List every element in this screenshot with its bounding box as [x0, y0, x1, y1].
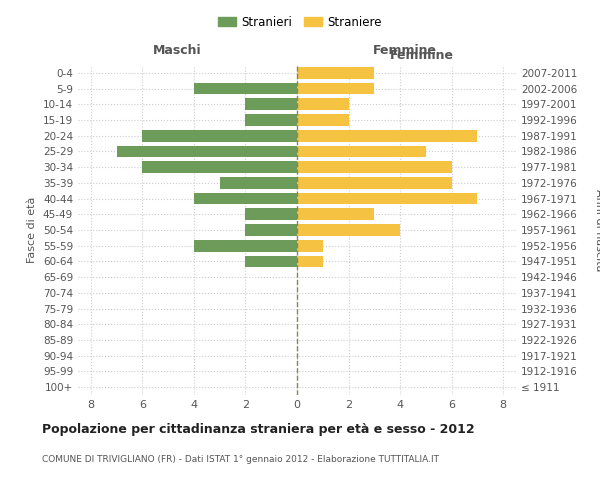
- Bar: [297, 162, 452, 173]
- Bar: [194, 82, 297, 94]
- Text: COMUNE DI TRIVIGLIANO (FR) - Dati ISTAT 1° gennaio 2012 - Elaborazione TUTTITALI: COMUNE DI TRIVIGLIANO (FR) - Dati ISTAT …: [42, 455, 439, 464]
- Bar: [297, 256, 323, 268]
- Bar: [245, 256, 297, 268]
- Y-axis label: Anni di nascita: Anni di nascita: [594, 188, 600, 271]
- Bar: [297, 130, 478, 141]
- Bar: [297, 98, 349, 110]
- Bar: [220, 177, 297, 188]
- Bar: [245, 114, 297, 126]
- Bar: [297, 192, 478, 204]
- Legend: Stranieri, Straniere: Stranieri, Straniere: [213, 11, 387, 34]
- Bar: [116, 146, 297, 158]
- Bar: [297, 224, 400, 236]
- Bar: [142, 130, 297, 141]
- Text: Popolazione per cittadinanza straniera per età e sesso - 2012: Popolazione per cittadinanza straniera p…: [42, 422, 475, 436]
- Bar: [297, 114, 349, 126]
- Bar: [194, 192, 297, 204]
- Text: Femmine: Femmine: [390, 48, 454, 62]
- Y-axis label: Fasce di età: Fasce di età: [28, 197, 37, 263]
- Bar: [297, 146, 426, 158]
- Bar: [142, 162, 297, 173]
- Bar: [245, 208, 297, 220]
- Text: Femmine: Femmine: [373, 44, 437, 58]
- Bar: [245, 224, 297, 236]
- Bar: [297, 240, 323, 252]
- Bar: [245, 98, 297, 110]
- Bar: [297, 208, 374, 220]
- Text: Maschi: Maschi: [152, 44, 202, 58]
- Bar: [194, 240, 297, 252]
- Bar: [297, 177, 452, 188]
- Bar: [297, 67, 374, 78]
- Bar: [297, 82, 374, 94]
